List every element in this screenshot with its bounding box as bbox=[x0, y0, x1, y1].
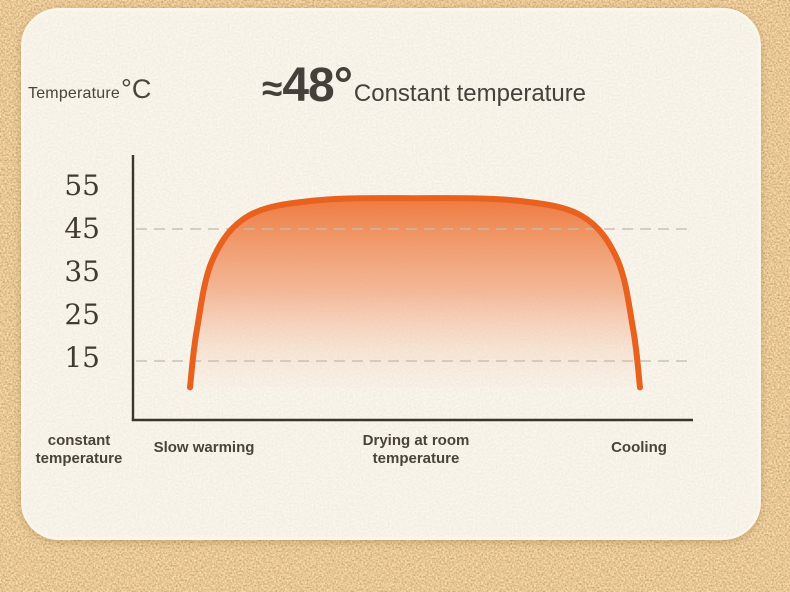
y-axis-unit-word: Temperature bbox=[28, 85, 121, 102]
y-tick-45: 45 bbox=[64, 212, 100, 245]
page-title: ≈ 48° Constant temperature bbox=[262, 62, 586, 110]
y-tick-25: 25 bbox=[64, 298, 100, 331]
y-tick-15: 15 bbox=[64, 341, 100, 374]
title-text: Constant temperature bbox=[353, 80, 587, 107]
title-temperature-value: 48° bbox=[282, 59, 353, 112]
approx-symbol: ≈ bbox=[262, 68, 283, 109]
x-label-drying-at-room-temperature: Drying at room temperature bbox=[362, 432, 470, 467]
y-axis-unit: Temperature °C bbox=[28, 76, 151, 103]
y-tick-35: 35 bbox=[64, 255, 100, 288]
x-label-cooling: Cooling bbox=[611, 439, 667, 456]
y-tick-55: 55 bbox=[64, 169, 100, 202]
x-label-constant-temperature: constant temperature bbox=[35, 432, 123, 467]
x-label-slow-warming: Slow warming bbox=[153, 439, 255, 456]
y-axis-unit-symbol: °C bbox=[121, 74, 152, 104]
